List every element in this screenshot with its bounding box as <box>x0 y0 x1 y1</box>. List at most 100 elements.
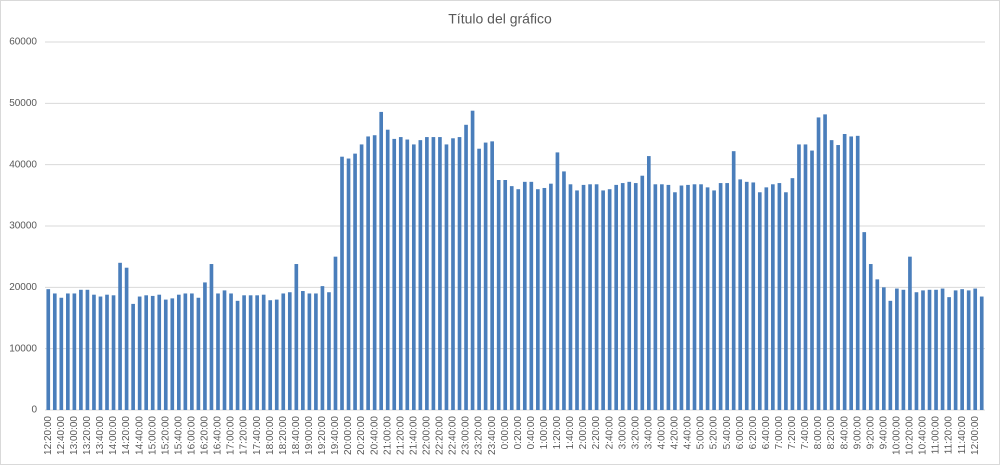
bar <box>784 192 788 410</box>
x-tick-label: 10:00:00 <box>892 416 903 455</box>
bar <box>914 292 919 410</box>
bar <box>895 288 899 410</box>
bar <box>581 184 586 410</box>
bar <box>849 136 854 410</box>
bar <box>875 279 880 410</box>
x-tick-label: 18:40:00 <box>291 416 302 455</box>
bar <box>314 293 318 410</box>
bar <box>52 293 57 410</box>
x-tick-label: 8:40:00 <box>839 416 850 450</box>
bar <box>79 289 83 410</box>
x-tick-label: 5:40:00 <box>722 416 733 450</box>
bar <box>183 293 188 410</box>
bar <box>274 299 279 410</box>
x-tick-label: 21:20:00 <box>395 416 406 455</box>
bar <box>118 262 122 410</box>
bar <box>731 151 736 410</box>
x-tick-label: 1:40:00 <box>565 416 576 450</box>
bar <box>516 189 521 410</box>
x-tick-label: 21:40:00 <box>408 416 419 455</box>
x-tick-label: 23:40:00 <box>487 416 498 455</box>
x-tick-label: 22:40:00 <box>448 416 459 455</box>
x-tick-label: 10:40:00 <box>918 416 929 455</box>
bar <box>72 293 77 410</box>
bar <box>810 150 814 410</box>
bar <box>927 289 932 410</box>
x-tick-label: 8:20:00 <box>826 416 837 450</box>
bar <box>901 289 906 410</box>
bar <box>46 289 51 410</box>
bar <box>457 137 462 411</box>
bar <box>549 183 553 410</box>
bar <box>673 192 677 410</box>
y-tick-label: 40000 <box>9 159 37 170</box>
x-tick-label: 22:00:00 <box>422 416 433 455</box>
x-tick-label: 11:40:00 <box>957 416 968 455</box>
x-tick-label: 16:00:00 <box>187 416 198 455</box>
bar <box>477 148 481 410</box>
x-tick-label: 10:20:00 <box>905 416 916 455</box>
bar <box>438 137 442 411</box>
x-tick-label: 5:00:00 <box>696 416 707 450</box>
bar <box>490 141 494 411</box>
bar <box>725 183 729 410</box>
x-tick-label: 2:40:00 <box>604 416 615 450</box>
bar <box>888 300 893 410</box>
bar <box>255 295 259 410</box>
x-tick-label: 3:00:00 <box>617 416 628 450</box>
bar <box>359 144 364 410</box>
bar <box>196 297 201 410</box>
bar <box>529 181 534 410</box>
bar <box>653 184 658 410</box>
x-tick-label: 7:00:00 <box>774 416 785 450</box>
x-tick-label: 16:20:00 <box>200 416 211 455</box>
bar <box>568 184 573 410</box>
bar <box>333 256 338 410</box>
x-tick-label: 14:40:00 <box>134 416 145 455</box>
x-tick-label: 0:00:00 <box>500 416 511 450</box>
bar <box>66 293 70 410</box>
x-tick-label: 17:20:00 <box>239 416 250 455</box>
bar <box>385 129 390 410</box>
bar <box>594 184 599 410</box>
bar <box>444 144 449 410</box>
bar <box>111 295 116 410</box>
bar <box>496 180 501 410</box>
bar <box>398 137 403 411</box>
bar <box>92 294 96 410</box>
bar <box>803 144 808 410</box>
x-tick-label: 19:00:00 <box>304 416 315 455</box>
x-tick-label: 23:20:00 <box>474 416 485 455</box>
bar <box>908 256 912 410</box>
bar <box>98 296 103 410</box>
bar <box>105 294 109 410</box>
x-tick-label: 6:20:00 <box>748 416 759 450</box>
x-tick-label: 4:00:00 <box>657 416 668 450</box>
bar <box>536 189 540 410</box>
x-tick-label: 19:20:00 <box>317 416 328 455</box>
bar <box>881 287 886 410</box>
bar <box>320 286 325 410</box>
bar <box>242 295 246 410</box>
x-tick-label: 12:40:00 <box>56 416 67 455</box>
bar <box>294 264 299 410</box>
bar <box>170 298 175 410</box>
bar <box>451 138 455 410</box>
bar <box>777 183 782 410</box>
bar <box>137 296 142 410</box>
bar <box>431 137 436 411</box>
y-tick-label: 30000 <box>9 221 37 232</box>
bar <box>85 289 90 410</box>
bar <box>816 117 821 410</box>
bar <box>614 184 619 410</box>
bar <box>287 292 292 410</box>
bar <box>464 124 468 411</box>
bar <box>261 294 266 410</box>
x-tick-label: 20:40:00 <box>369 416 380 455</box>
bar <box>307 293 312 410</box>
y-tick-label: 60000 <box>9 37 37 48</box>
bar <box>190 293 194 410</box>
x-tick-label: 9:40:00 <box>878 416 889 450</box>
x-tick-label: 7:20:00 <box>787 416 798 450</box>
